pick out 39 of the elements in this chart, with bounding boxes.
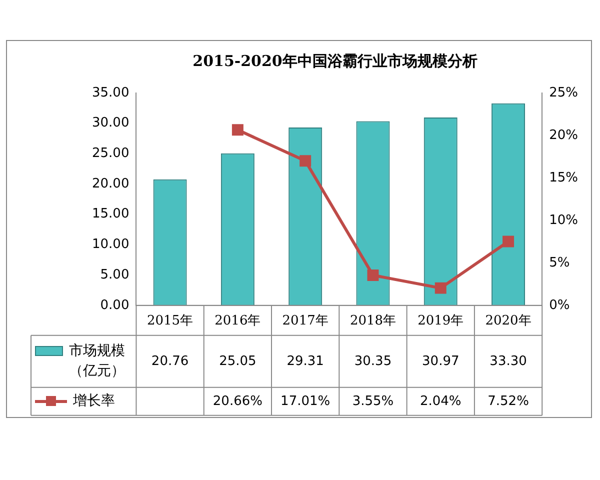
point — [300, 155, 312, 167]
data-label: 3.55% — [352, 394, 394, 409]
y-tick-label: 5.00 — [100, 267, 130, 282]
y2-tick-label: 15% — [549, 170, 578, 186]
x-tick-label: 2016年 — [214, 314, 261, 329]
data-label: 17.01% — [280, 394, 330, 409]
y-tick-label: 35.00 — [92, 85, 130, 100]
legend-label: 市场规模（亿元） — [69, 342, 126, 382]
y-tick-label: 0.00 — [100, 298, 130, 313]
x-tick-label: 2018年 — [350, 314, 396, 329]
y2-tick-label: 10% — [549, 212, 578, 228]
point — [367, 269, 379, 281]
y2-tick-label: 5% — [549, 255, 570, 270]
x-tick-label: 2015年 — [146, 314, 194, 329]
data-label: 7.52% — [488, 394, 529, 409]
data-label: 20.66% — [212, 394, 262, 409]
x-tick-label: 2020年 — [485, 314, 532, 329]
x-tick-label: 2019年 — [418, 314, 464, 329]
chart-title: 2015-2020年中国浴霸行业市场规模分析 — [192, 52, 478, 70]
data-label: 29.31 — [286, 354, 324, 369]
x-tick-label: 2017年 — [282, 314, 328, 329]
data-label: 2.04% — [420, 394, 462, 409]
point — [232, 124, 244, 136]
data-label: 25.05 — [219, 354, 256, 369]
y-tick-label: 25.00 — [92, 146, 130, 162]
legend-label: 增长率 — [73, 392, 115, 412]
y-tick-label: 20.00 — [92, 176, 130, 192]
point — [502, 236, 514, 248]
y2-tick-label: 25% — [549, 85, 578, 100]
y2-tick-label: 0% — [549, 298, 570, 313]
y-tick-label: 15.00 — [92, 206, 130, 222]
y-tick-label: 10.00 — [92, 237, 130, 252]
point — [434, 282, 446, 294]
data-label: 30.35 — [354, 354, 392, 369]
y-tick-label: 30.00 — [92, 116, 130, 131]
data-label: 20.76 — [151, 354, 189, 369]
y2-tick-label: 20% — [549, 128, 578, 143]
data-label: 30.97 — [422, 354, 460, 369]
data-label: 33.30 — [490, 354, 527, 369]
